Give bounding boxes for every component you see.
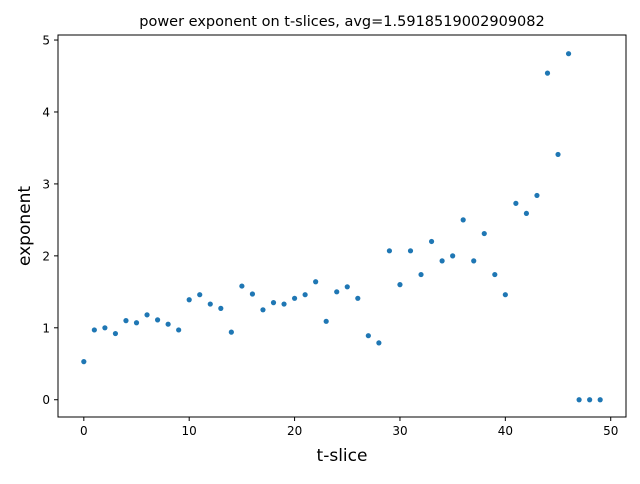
data-point — [165, 321, 171, 327]
data-point — [197, 292, 203, 298]
data-point — [154, 317, 161, 323]
y-tick-label: 4 — [42, 105, 50, 119]
x-tick-label: 20 — [287, 424, 302, 438]
data-point — [239, 283, 245, 289]
data-point — [534, 192, 540, 199]
data-point — [523, 210, 530, 217]
data-point — [365, 333, 371, 339]
x-tick-label: 0 — [80, 424, 88, 438]
data-point — [323, 318, 329, 324]
data-point — [281, 301, 287, 307]
data-point — [513, 200, 519, 206]
data-point — [576, 397, 582, 403]
data-point — [249, 291, 256, 297]
data-point — [313, 279, 319, 285]
data-point — [418, 271, 424, 278]
data-point — [302, 292, 308, 298]
y-tick-label: 2 — [42, 249, 50, 263]
y-tick-label: 3 — [42, 177, 50, 191]
data-point — [587, 397, 593, 403]
data-point — [270, 300, 277, 306]
x-tick-label: 40 — [498, 424, 513, 438]
chart-title: power exponent on t-slices, avg=1.591851… — [139, 14, 544, 30]
data-point — [565, 51, 572, 57]
x-tick-label: 30 — [392, 424, 407, 438]
x-axis-label: t-slice — [317, 446, 368, 466]
y-axis-label: exponent — [15, 186, 35, 266]
data-point — [91, 327, 97, 333]
data-point — [133, 320, 140, 326]
data-point — [597, 397, 603, 403]
data-point — [176, 327, 182, 333]
data-point — [460, 217, 466, 223]
data-point — [481, 230, 487, 237]
data-point — [218, 305, 224, 311]
data-point — [397, 282, 403, 288]
data-point — [334, 289, 340, 295]
data-point — [502, 292, 508, 298]
data-point — [450, 253, 456, 259]
data-point — [355, 295, 361, 301]
data-point — [544, 70, 551, 76]
data-point — [555, 151, 561, 158]
data-point — [186, 297, 192, 303]
y-tick-label: 1 — [42, 321, 50, 335]
data-point — [260, 307, 266, 313]
data-point — [376, 340, 382, 346]
data-point — [439, 258, 445, 264]
data-point — [207, 301, 213, 307]
data-point — [492, 271, 498, 278]
data-point — [123, 318, 129, 324]
data-point — [228, 329, 234, 335]
data-point — [344, 284, 350, 290]
plot-frame — [57, 34, 627, 418]
data-point — [81, 359, 87, 365]
data-point — [291, 295, 298, 301]
data-point — [386, 248, 393, 254]
data-point — [428, 238, 435, 245]
data-point — [407, 248, 414, 254]
x-tick-label: 10 — [182, 424, 197, 438]
points-layer — [81, 51, 603, 403]
data-point — [471, 258, 477, 264]
y-tick-label: 5 — [42, 34, 50, 48]
data-point — [102, 325, 108, 331]
data-point — [112, 330, 119, 337]
ticks-layer: 0 10 20 30 40 50 0 1 2 3 4 5 — [42, 34, 618, 438]
x-tick-label: 50 — [603, 424, 618, 438]
y-tick-label: 0 — [42, 393, 50, 407]
data-point — [144, 312, 150, 318]
